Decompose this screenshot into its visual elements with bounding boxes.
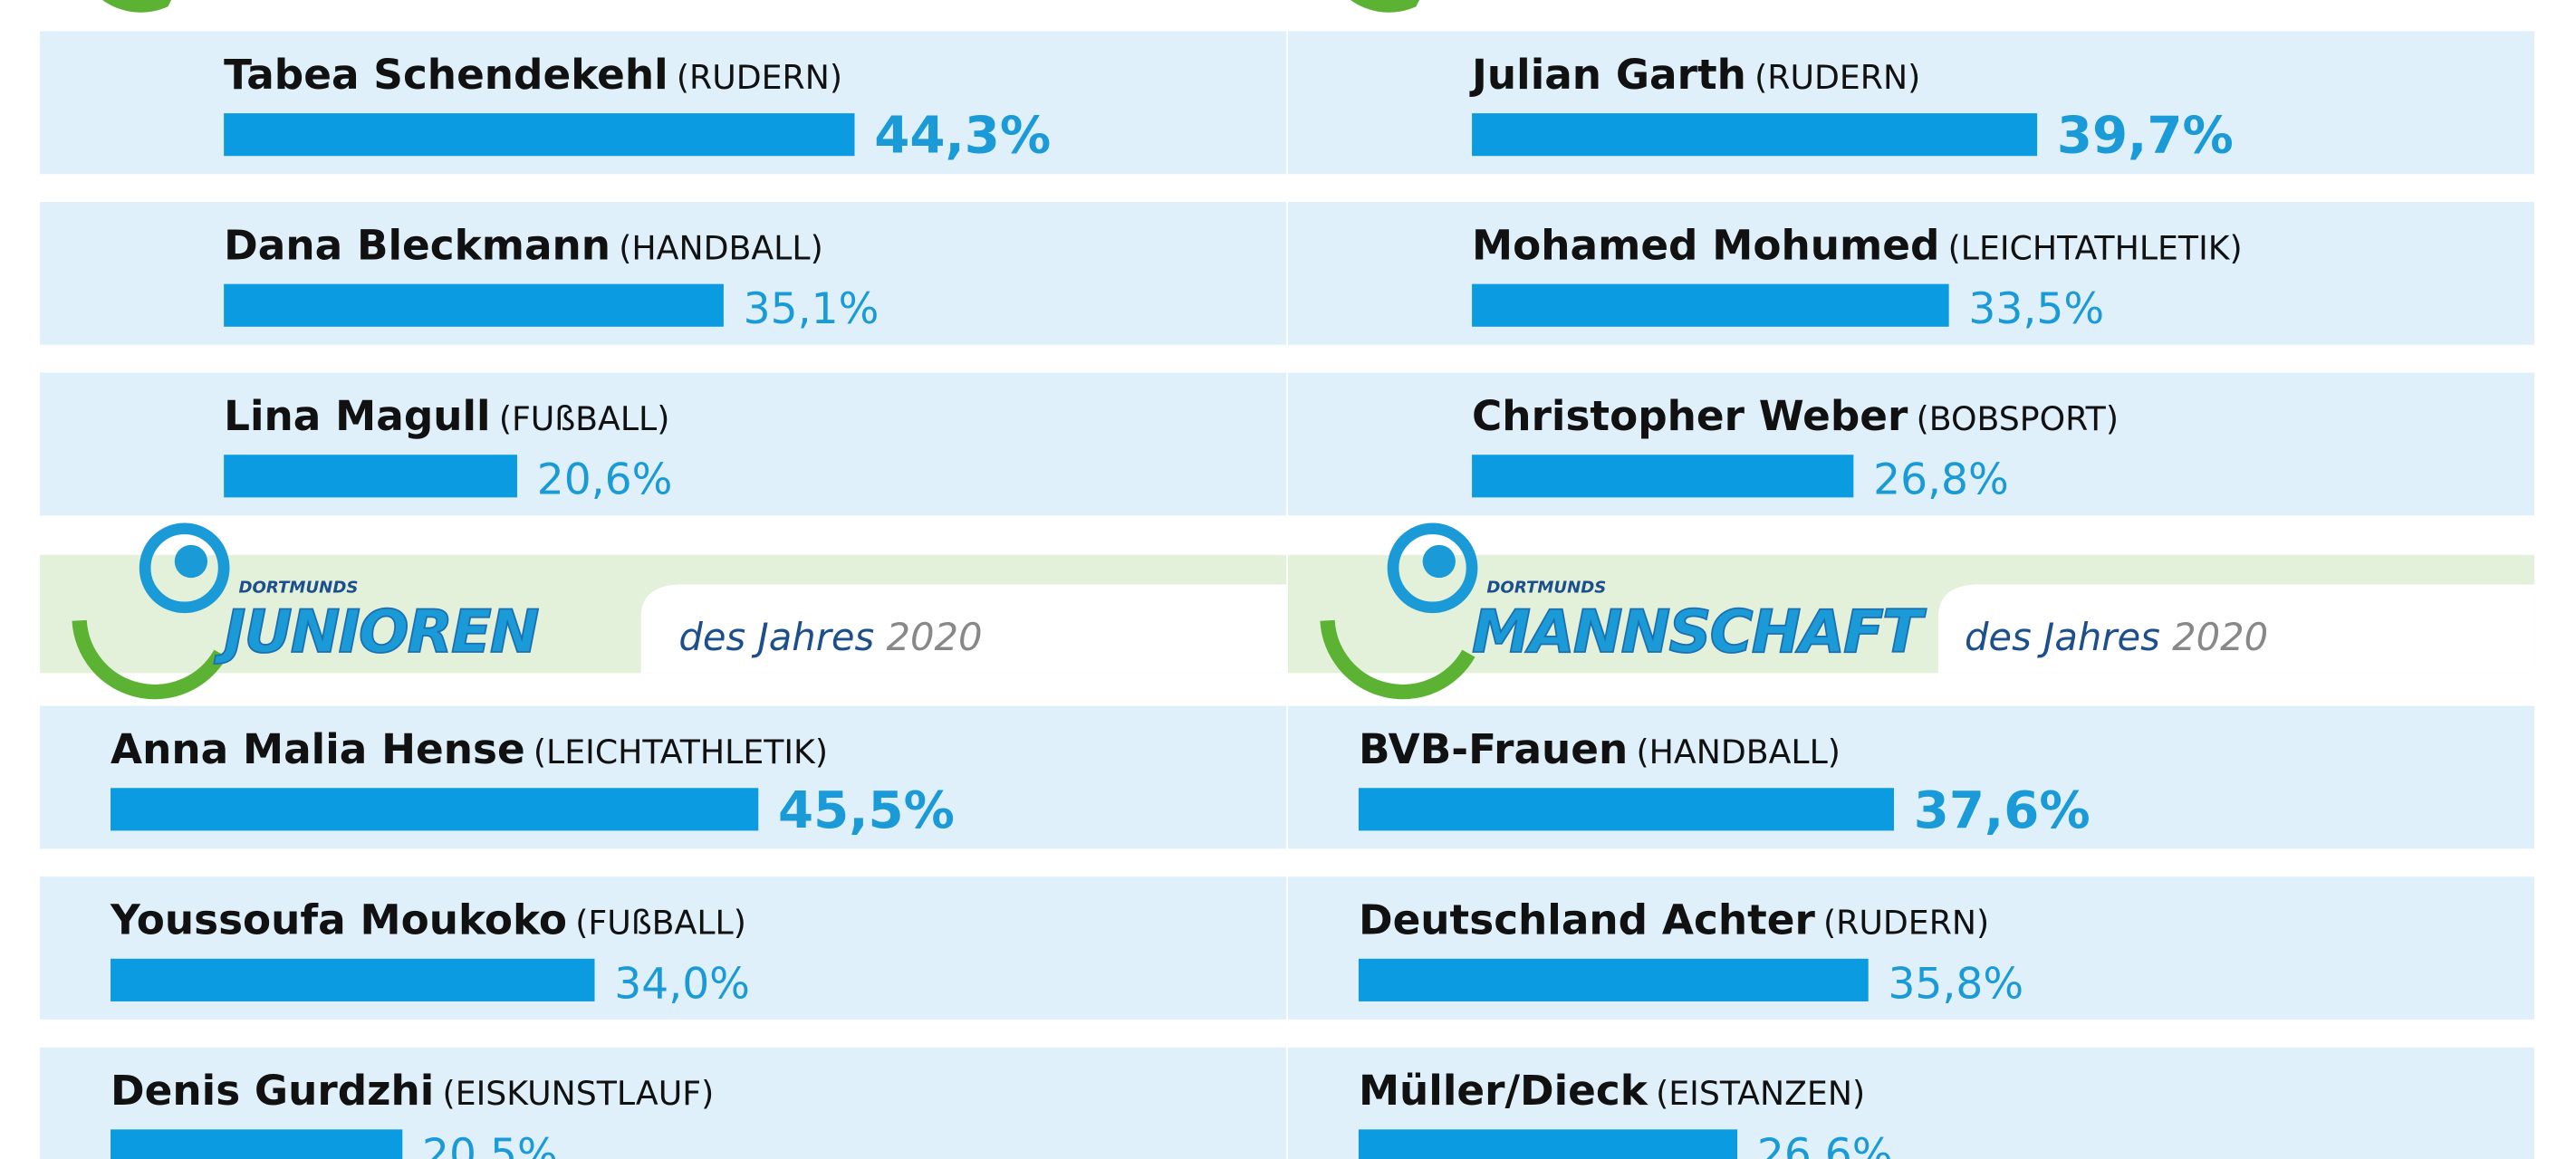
sport: (LEICHTATHLETIK) — [1948, 228, 2243, 267]
bar — [111, 958, 595, 1001]
sport: (RUDERN) — [677, 58, 842, 97]
sport: (BOBSPORT) — [1917, 399, 2119, 438]
sport: (EISKUNSTLAUF) — [443, 1074, 715, 1113]
row-label: Dana Bleckmann (HANDBALL) — [224, 221, 823, 269]
year: 2020 — [2172, 615, 2268, 659]
bar — [1472, 283, 1949, 327]
value-label: 33,5% — [1968, 284, 2104, 334]
name: Müller/Dieck — [1359, 1067, 1648, 1115]
bar — [111, 788, 759, 831]
row-label: Julian Garth (RUDERN) — [1469, 51, 1920, 99]
value-label: 45,5% — [778, 781, 955, 840]
section-title: MANNSCHAFT — [1472, 598, 1927, 666]
subtitle: des Jahres 2020 — [678, 615, 982, 659]
name: Deutschland Achter — [1359, 896, 1816, 944]
bar — [1358, 1129, 1738, 1159]
bar — [1358, 788, 1894, 831]
value-label: 35,8% — [1888, 959, 2023, 1009]
value-label: 26,6% — [1757, 1130, 1893, 1159]
sport: (RUDERN) — [1754, 58, 1920, 97]
row-label: BVB-Frauen (HANDBALL) — [1359, 725, 1841, 773]
sport: (FUßBALL) — [499, 399, 670, 438]
row-label: Tabea Schendekehl (RUDERN) — [224, 51, 842, 99]
value-label: 26,8% — [1873, 455, 2009, 505]
bar — [1358, 958, 1869, 1001]
bar — [224, 113, 855, 157]
sport: (RUDERN) — [1823, 904, 1989, 943]
logo-fragment — [1350, 0, 1420, 13]
value-label: 39,7% — [2057, 107, 2234, 166]
sport: (HANDBALL) — [619, 228, 822, 267]
sport: (FUßBALL) — [575, 904, 746, 943]
sport: (LEICHTATHLETIK) — [533, 733, 828, 771]
logo-ring — [139, 522, 230, 614]
header-tab — [640, 584, 1287, 674]
header-tab — [1937, 584, 2535, 674]
name: Anna Malia Hense — [111, 725, 525, 773]
value-label: 20,6% — [537, 455, 673, 505]
value-label: 44,3% — [874, 107, 1051, 166]
logo-fragment — [101, 0, 172, 13]
sport: (EISTANZEN) — [1656, 1074, 1865, 1113]
row-label: Müller/Dieck (EISTANZEN) — [1359, 1067, 1865, 1115]
row-label: Christopher Weber (BOBSPORT) — [1472, 392, 2119, 440]
row-label: Mohamed Mohumed (LEICHTATHLETIK) — [1472, 221, 2243, 269]
row-label: Youssoufa Moukoko (FUßBALL) — [110, 896, 746, 944]
name: Dana Bleckmann — [224, 221, 610, 269]
brand: DORTMUNDS — [238, 579, 358, 598]
name: Julian Garth — [1469, 51, 1746, 99]
value-label: 37,6% — [1914, 781, 2091, 840]
logo-dot — [1422, 544, 1456, 579]
value-label: 20,5% — [422, 1130, 558, 1159]
bar — [224, 283, 724, 327]
value-label: 35,1% — [744, 284, 879, 334]
subtitle-text: des Jahres — [1965, 615, 2160, 659]
sport: (HANDBALL) — [1637, 733, 1841, 771]
logo-arc — [1320, 619, 1475, 700]
logo-ring — [1387, 522, 1478, 614]
name: Christopher Weber — [1472, 392, 1908, 440]
logo-dot — [174, 544, 208, 579]
section-title: JUNIOREN — [214, 598, 539, 666]
row-label: Anna Malia Hense (LEICHTATHLETIK) — [111, 725, 828, 773]
name: BVB-Frauen — [1359, 725, 1628, 773]
subtitle: des Jahres 2020 — [1965, 615, 2268, 659]
row-label: Lina Magull (FUßBALL) — [224, 392, 669, 440]
name: Tabea Schendekehl — [224, 51, 668, 99]
name: Denis Gurdzhi — [111, 1067, 434, 1115]
name: Youssoufa Moukoko — [110, 896, 567, 944]
name: Lina Magull — [224, 392, 490, 440]
bar — [1472, 113, 2038, 157]
row-label: Deutschland Achter (RUDERN) — [1359, 896, 1989, 944]
value-label: 34,0% — [614, 959, 750, 1009]
bar — [224, 455, 517, 498]
year: 2020 — [886, 615, 982, 659]
brand: DORTMUNDS — [1486, 579, 1606, 598]
bar — [111, 1129, 403, 1159]
row-label: Denis Gurdzhi (EISKUNSTLAUF) — [111, 1067, 714, 1115]
bar — [1472, 455, 1854, 498]
subtitle-text: des Jahres — [678, 615, 874, 659]
logo-arc — [72, 619, 227, 700]
name: Mohamed Mohumed — [1472, 221, 1939, 269]
